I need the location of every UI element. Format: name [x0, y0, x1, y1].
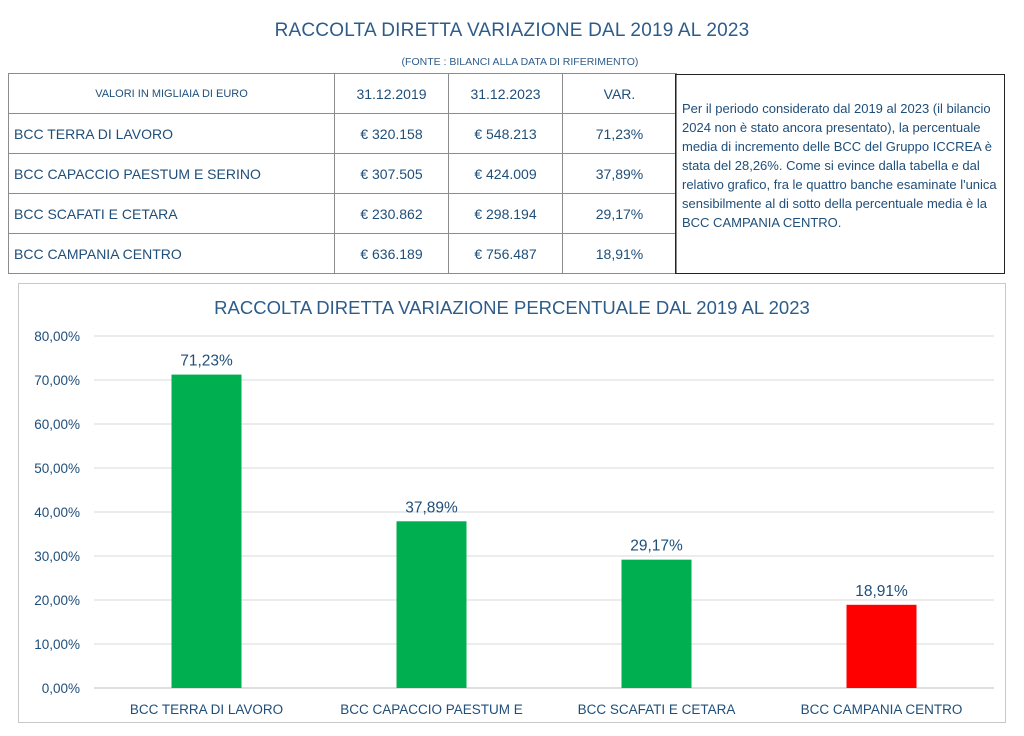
column-header-2023: 31.12.2023	[448, 73, 563, 114]
row-variation: 37,89%	[562, 153, 677, 194]
data-label: 71,23%	[180, 353, 233, 370]
row-variation: 29,17%	[562, 193, 677, 234]
y-tick-label: 30,00%	[34, 549, 80, 564]
row-value-2019: € 320.158	[334, 113, 449, 154]
table-row: BCC SCAFATI E CETARA € 230.862 € 298.194…	[8, 193, 677, 234]
table-row: BCC TERRA DI LAVORO € 320.158 € 548.213 …	[8, 113, 677, 154]
row-value-2019: € 230.862	[334, 193, 449, 234]
y-tick-label: 70,00%	[34, 373, 80, 388]
x-tick-label: BCC SCAFATI E CETARA	[578, 702, 736, 717]
data-label: 18,91%	[855, 583, 908, 600]
commentary-box: Per il periodo considerato dal 2019 al 2…	[675, 74, 1005, 274]
column-header-2019: 31.12.2019	[334, 73, 449, 114]
row-value-2023: € 756.487	[448, 233, 563, 274]
bar	[396, 521, 467, 688]
source-note: (FONTE : BILANCI ALLA DATA DI RIFERIMENT…	[401, 56, 639, 68]
table-row: BCC CAPACCIO PAESTUM E SERINO € 307.505 …	[8, 153, 677, 194]
y-tick-label: 10,00%	[34, 637, 80, 652]
row-bank-name: BCC SCAFATI E CETARA	[8, 193, 335, 234]
row-bank-name: BCC CAMPANIA CENTRO	[8, 233, 335, 274]
x-tick-label: BCC CAMPANIA CENTRO	[801, 702, 963, 717]
column-header-var: VAR.	[562, 73, 677, 114]
y-tick-label: 40,00%	[34, 505, 80, 520]
bar-chart: RACCOLTA DIRETTA VARIAZIONE PERCENTUALE …	[34, 297, 994, 717]
data-label: 29,17%	[630, 538, 683, 555]
row-variation: 18,91%	[562, 233, 677, 274]
chart-container: RACCOLTA DIRETTA VARIAZIONE PERCENTUALE …	[18, 283, 1006, 723]
row-variation: 71,23%	[562, 113, 677, 154]
page-title: RACCOLTA DIRETTA VARIAZIONE DAL 2019 AL …	[274, 20, 750, 41]
bar	[621, 559, 692, 688]
row-value-2019: € 307.505	[334, 153, 449, 194]
y-tick-label: 60,00%	[34, 417, 80, 432]
y-tick-label: 20,00%	[34, 593, 80, 608]
table-header-row: VALORI IN MIGLIAIA DI EURO 31.12.2019 31…	[8, 73, 677, 114]
column-header-label: VALORI IN MIGLIAIA DI EURO	[8, 73, 335, 114]
chart-title: RACCOLTA DIRETTA VARIAZIONE PERCENTUALE …	[214, 297, 810, 318]
row-value-2023: € 298.194	[448, 193, 563, 234]
table-row: BCC CAMPANIA CENTRO € 636.189 € 756.487 …	[8, 233, 677, 274]
x-tick-label: BCC CAPACCIO PAESTUM E	[340, 702, 523, 717]
row-value-2023: € 424.009	[448, 153, 563, 194]
y-tick-label: 80,00%	[34, 329, 80, 344]
data-table: VALORI IN MIGLIAIA DI EURO 31.12.2019 31…	[8, 73, 677, 274]
bar	[846, 604, 917, 688]
bar	[171, 374, 242, 688]
data-label: 37,89%	[405, 499, 458, 516]
row-bank-name: BCC CAPACCIO PAESTUM E SERINO	[8, 153, 335, 194]
row-bank-name: BCC TERRA DI LAVORO	[8, 113, 335, 154]
row-value-2023: € 548.213	[448, 113, 563, 154]
row-value-2019: € 636.189	[334, 233, 449, 274]
y-tick-label: 0,00%	[42, 681, 80, 696]
y-tick-label: 50,00%	[34, 461, 80, 476]
x-tick-label: BCC TERRA DI LAVORO	[130, 702, 283, 717]
